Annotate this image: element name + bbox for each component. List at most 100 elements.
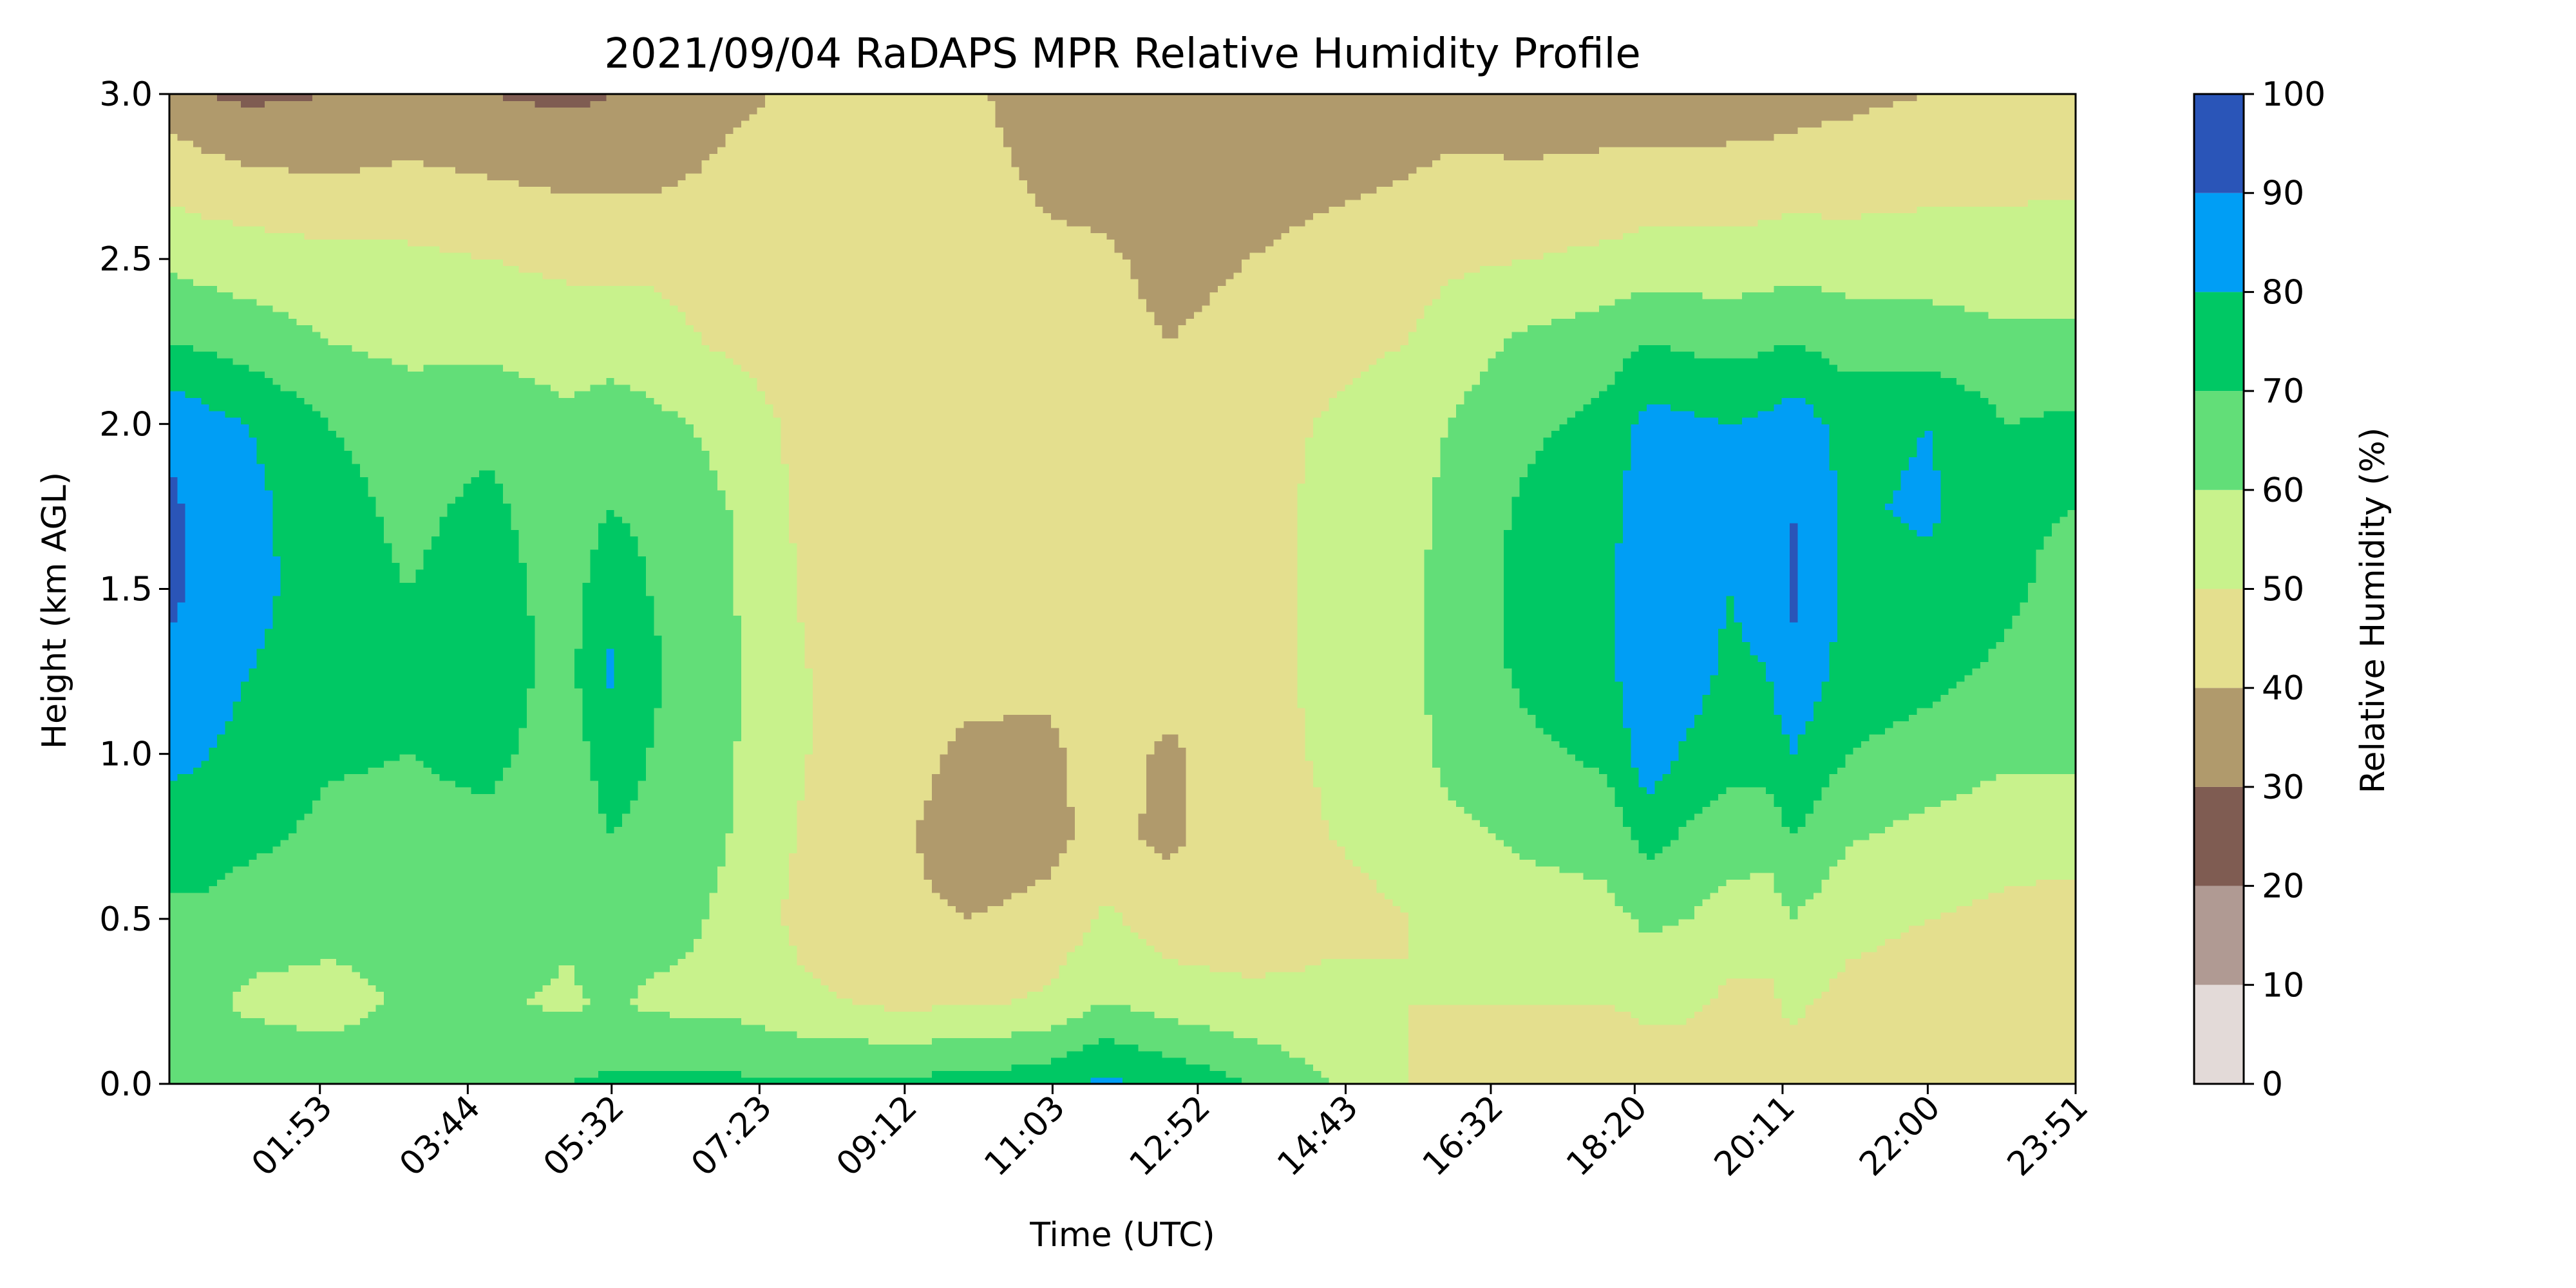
rh-cell bbox=[249, 992, 257, 999]
rh-cell bbox=[320, 813, 328, 820]
rh-cell bbox=[392, 708, 400, 715]
rh-cell bbox=[400, 886, 408, 893]
rh-cell bbox=[265, 675, 273, 682]
rh-cell bbox=[312, 299, 321, 306]
rh-cell bbox=[336, 978, 345, 985]
rh-cell bbox=[312, 602, 321, 609]
rh-cell bbox=[392, 734, 400, 741]
rh-cell bbox=[360, 701, 368, 708]
rh-cell bbox=[296, 272, 305, 279]
rh-cell bbox=[360, 417, 368, 424]
rh-cell bbox=[272, 140, 281, 147]
rh-cell bbox=[431, 853, 440, 860]
rh-cell bbox=[424, 773, 432, 781]
rh-cell bbox=[217, 1005, 225, 1012]
rh-cell bbox=[344, 833, 352, 840]
rh-cell bbox=[185, 641, 194, 649]
rh-cell bbox=[328, 701, 337, 708]
rh-cell bbox=[209, 853, 218, 860]
rh-cell bbox=[272, 536, 281, 544]
rh-cell bbox=[265, 484, 273, 491]
rh-cell bbox=[249, 312, 257, 319]
rh-cell bbox=[408, 661, 416, 668]
rh-cell bbox=[193, 431, 202, 438]
rh-cell bbox=[431, 919, 440, 926]
rh-cell bbox=[328, 200, 337, 207]
rh-cell bbox=[320, 978, 328, 985]
rh-cell bbox=[424, 939, 432, 946]
rh-cell bbox=[392, 886, 400, 893]
rh-cell bbox=[392, 417, 400, 424]
rh-cell bbox=[169, 675, 178, 682]
rh-cell bbox=[296, 747, 305, 754]
rh-cell bbox=[272, 470, 281, 477]
rh-cell bbox=[415, 1051, 424, 1058]
rh-cell bbox=[217, 371, 225, 378]
rh-cell bbox=[217, 100, 225, 108]
rh-cell bbox=[296, 424, 305, 431]
rh-cell bbox=[320, 655, 328, 662]
rh-cell bbox=[305, 404, 313, 412]
chart-title: 2021/09/04 RaDAPS MPR Relative Humidity … bbox=[604, 30, 1641, 78]
rh-cell bbox=[225, 424, 233, 431]
rh-cell bbox=[272, 265, 281, 272]
rh-cell bbox=[360, 226, 368, 233]
rh-cell bbox=[296, 325, 305, 332]
rh-cell bbox=[177, 1064, 185, 1071]
rh-cell bbox=[281, 153, 289, 160]
rh-cell bbox=[344, 167, 352, 174]
rh-cell bbox=[193, 826, 202, 833]
rh-cell bbox=[241, 589, 249, 596]
rh-cell bbox=[257, 609, 265, 616]
rh-cell bbox=[193, 213, 202, 220]
rh-cell bbox=[376, 807, 384, 814]
rh-cell bbox=[424, 246, 432, 253]
rh-cell bbox=[289, 167, 297, 174]
rh-cell bbox=[185, 655, 194, 662]
rh-cell bbox=[384, 655, 392, 662]
rh-cell bbox=[415, 589, 424, 596]
rh-cell bbox=[177, 345, 185, 352]
rh-cell bbox=[177, 411, 185, 418]
rh-cell bbox=[376, 431, 384, 438]
rh-cell bbox=[344, 1064, 352, 1071]
rh-cell bbox=[400, 668, 408, 675]
rh-cell bbox=[408, 279, 416, 286]
rh-cell bbox=[344, 582, 352, 589]
rh-cell bbox=[249, 332, 257, 339]
rh-cell bbox=[201, 813, 209, 820]
rh-cell bbox=[431, 1037, 440, 1045]
rh-cell bbox=[305, 945, 313, 952]
rh-cell bbox=[241, 932, 249, 939]
rh-cell bbox=[289, 285, 297, 292]
rh-cell bbox=[233, 239, 242, 246]
rh-cell bbox=[241, 371, 249, 378]
rh-cell bbox=[408, 569, 416, 576]
rh-cell bbox=[272, 153, 281, 160]
rh-cell bbox=[177, 952, 185, 959]
rh-cell bbox=[360, 576, 368, 583]
rh-cell bbox=[376, 925, 384, 933]
rh-cell bbox=[217, 160, 225, 167]
rh-cell bbox=[281, 516, 289, 524]
rh-cell bbox=[265, 516, 273, 524]
rh-cell bbox=[289, 239, 297, 246]
rh-cell bbox=[360, 305, 368, 312]
rh-cell bbox=[185, 860, 194, 867]
rh-cell bbox=[225, 886, 233, 893]
rh-cell bbox=[249, 609, 257, 616]
rh-cell bbox=[281, 913, 289, 920]
rh-cell bbox=[368, 431, 376, 438]
rh-cell bbox=[408, 813, 416, 820]
rh-cell bbox=[352, 503, 361, 510]
rh-cell bbox=[400, 556, 408, 563]
rh-cell bbox=[272, 688, 281, 695]
rh-cell bbox=[408, 767, 416, 774]
rh-cell bbox=[289, 649, 297, 656]
rh-cell bbox=[424, 424, 432, 431]
rh-cell bbox=[320, 516, 328, 524]
rh-cell bbox=[281, 272, 289, 279]
rh-cell bbox=[384, 833, 392, 840]
rh-cell bbox=[384, 734, 392, 741]
rh-cell bbox=[201, 206, 209, 213]
